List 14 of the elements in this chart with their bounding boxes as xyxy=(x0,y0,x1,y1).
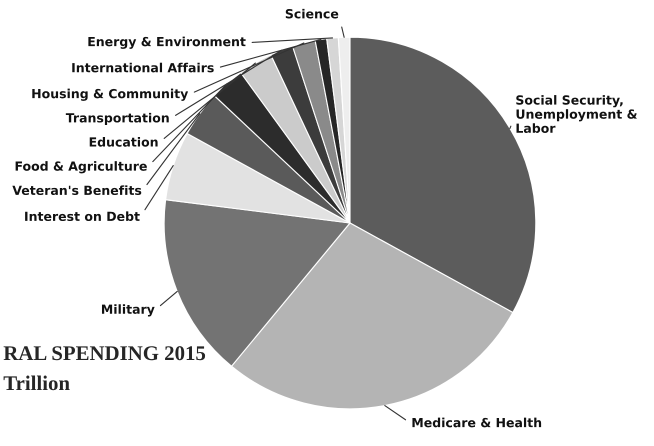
slice-label: Medicare & Health xyxy=(412,418,542,428)
slice-label: Housing & Community xyxy=(32,88,188,101)
slice-label: International Affairs xyxy=(72,62,214,72)
slice-label: Science xyxy=(286,8,338,18)
slice-label: Energy & Environment xyxy=(88,36,246,49)
slice-label: Social Security, Unemployment & Labor xyxy=(516,95,637,133)
text: RAL SPENDING 2015 xyxy=(4,346,206,360)
slice-label: Veteran's Benefits xyxy=(12,185,142,196)
slice-label: Military xyxy=(102,304,155,316)
slice-label: Education xyxy=(90,137,158,147)
slice-label: Food & Agriculture xyxy=(16,161,147,174)
slice-label: Transportation xyxy=(66,112,169,125)
slice-label: Interest on Debt xyxy=(25,211,140,222)
text: Trillion xyxy=(4,376,70,390)
